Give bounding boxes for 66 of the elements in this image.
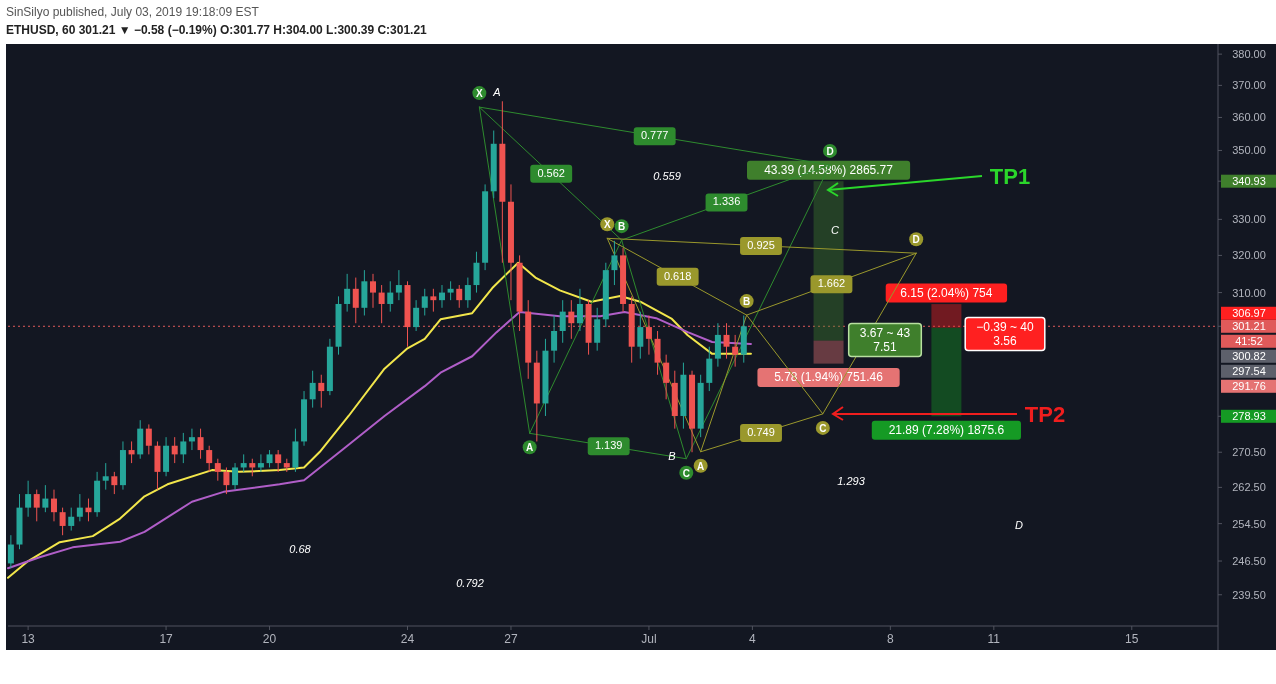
annotation: A [492, 86, 501, 98]
annotation: −0.39 ~ 40 3.56 [976, 319, 1035, 348]
text: 300.82 [1232, 350, 1266, 363]
y-tick-label: 380.00 [1232, 48, 1266, 61]
annotation: 0.68 [289, 543, 312, 555]
y-tick-label: 301.21 [1232, 320, 1266, 333]
chart-title: SinSilyo published, July 03, 2019 19:18:09 EST [6, 5, 260, 19]
data-label: B [618, 221, 626, 233]
annotation: 1.336 [712, 195, 741, 208]
text: 291.76 [1232, 380, 1266, 393]
annotation: 0.792 [456, 577, 484, 589]
annotation: 0.562 [537, 166, 565, 179]
x-tick-label: 13 [21, 632, 36, 646]
x-tick-label: 8 [887, 632, 895, 646]
data-label: C [682, 467, 690, 479]
y-tick-label: 246.50 [1232, 555, 1266, 568]
annotation: TP2 [1024, 402, 1066, 427]
y-tick-label: 270.50 [1232, 446, 1266, 459]
x-tick-label: 15 [1125, 632, 1139, 646]
data-label: D [912, 234, 920, 246]
y-tick-label: 370.00 [1232, 79, 1266, 92]
data-label: B [743, 296, 751, 308]
annotation: 0.777 [640, 129, 669, 142]
annotation: 0.749 [747, 425, 775, 438]
annotation: C [831, 224, 840, 236]
annotation: 1.139 [594, 439, 623, 452]
x-tick-label: 27 [504, 632, 518, 646]
x-tick-label: 20 [262, 632, 277, 646]
annotation: B [668, 450, 676, 462]
y-tick-label: 320.00 [1232, 249, 1266, 262]
text: 306.97 [1232, 307, 1266, 320]
y-tick-label: 262.50 [1232, 481, 1266, 494]
x-tick-label: 17 [159, 632, 174, 646]
data-label: 5.78 (1.94%) 751.46 [774, 370, 884, 385]
data-label: X [603, 219, 611, 231]
y-tick-label: 360.00 [1232, 111, 1266, 124]
y-tick-label: 254.50 [1232, 517, 1266, 530]
x-tick-label: 24 [400, 632, 415, 646]
y-tick-label: 239.50 [1232, 588, 1266, 601]
data-label: C [819, 422, 827, 434]
data-label: 43.39 (14.58%) 2865.77 [764, 162, 894, 177]
annotation: 0.925 [747, 238, 775, 251]
annotation: 1.662 [817, 277, 846, 290]
annotation: D [1015, 519, 1024, 531]
annotation: 3.67 ~ 43 7.51 [859, 325, 911, 354]
data-label: 6.15 (2.04%) 754 [900, 285, 993, 300]
chart-subtitle: ETHUSD, 60 301.21 ▼ −0.58 (−0.19%) O:301.77 H:304.00 L:300.39 C:301.21 [6, 23, 428, 37]
y-tick-label: 340.93 [1232, 175, 1266, 188]
data-label: A [697, 460, 705, 472]
y-tick-label: 330.00 [1232, 213, 1266, 226]
text: 297.54 [1232, 365, 1266, 378]
y-tick-label: 278.93 [1232, 410, 1266, 423]
x-tick-label: 4 [749, 632, 757, 646]
x-tick-label: Jul [641, 632, 657, 646]
annotation: 0.618 [663, 269, 692, 282]
annotation: 1.293 [837, 475, 866, 487]
annotation: 0.559 [653, 170, 681, 182]
y-tick-label: 310.00 [1232, 286, 1266, 299]
data-label: D [826, 145, 834, 157]
text: 41:52 [1235, 335, 1263, 348]
data-label: 21.89 (7.28%) 1875.6 [888, 422, 1005, 437]
annotation: TP1 [989, 164, 1031, 189]
data-label: X [476, 88, 484, 100]
y-tick-label: 350.00 [1232, 144, 1266, 157]
data-label: A [526, 442, 534, 454]
x-tick-label: 11 [987, 632, 1001, 646]
